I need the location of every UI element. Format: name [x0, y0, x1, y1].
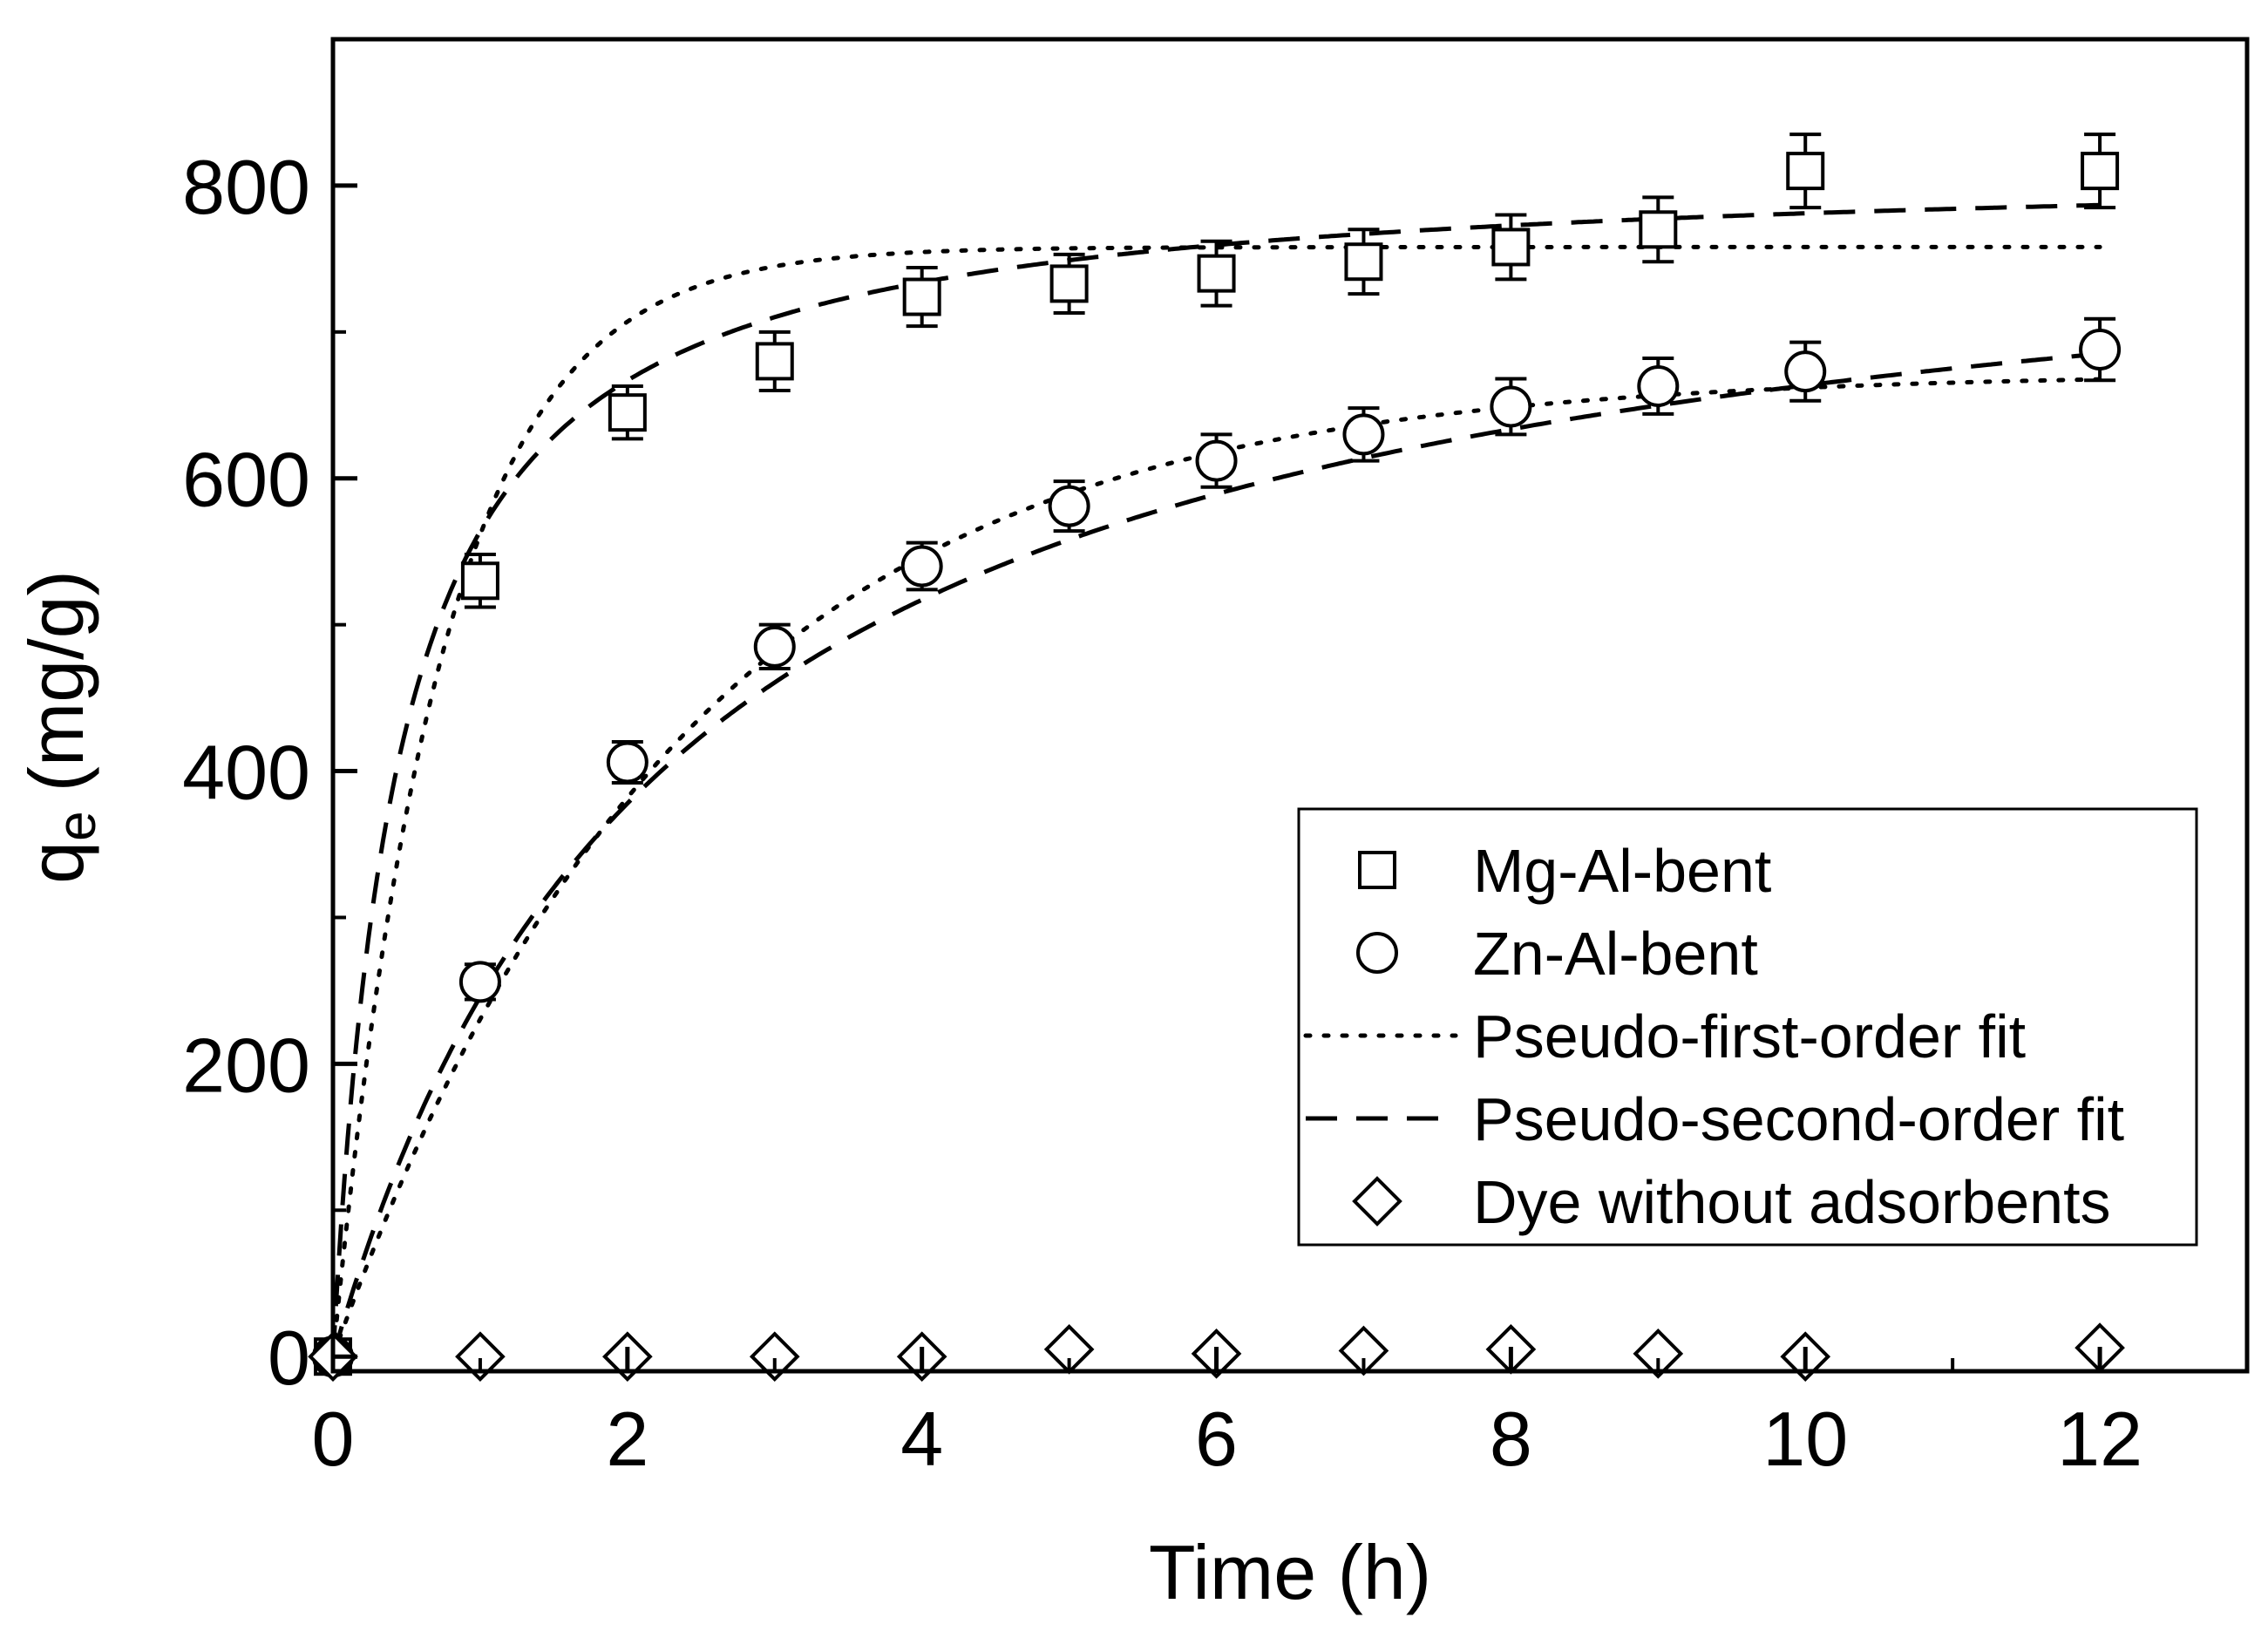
mg-al-bent-point [1049, 264, 1089, 303]
zn-al-bent-point [1784, 350, 1827, 393]
pseudo-second-order-fit-zn-al-bent [330, 351, 2101, 1357]
mg-al-bent-point [2081, 152, 2120, 191]
y-tick-label: 800 [182, 144, 310, 230]
legend-label-mg-al-bent: Mg-Al-bent [1473, 837, 1771, 905]
legend-symbol-mg-al-bent [1358, 851, 1396, 889]
plot-frame [330, 37, 2250, 1374]
zn-al-bent-point [1195, 439, 1238, 482]
mg-al-bent-point [1639, 210, 1678, 249]
zn-al-bent-point [900, 545, 943, 588]
y-axis-title-subscript: e [47, 811, 107, 840]
mg-al-bent-point [1491, 228, 1531, 267]
zn-al-bent-point [753, 625, 796, 668]
mg-al-bent-point [1197, 254, 1236, 293]
mg-al-bent-point [460, 561, 499, 601]
legend-symbol-dye-without-adsorbents [1352, 1176, 1402, 1227]
zn-al-bent-point [1490, 385, 1532, 428]
legend-label-dye-without-adsorbents: Dye without adsorbents [1473, 1168, 2111, 1236]
dye-without-adsorbents-point [455, 1331, 506, 1383]
legend-marker-circle [1356, 932, 1398, 974]
x-tick-label: 12 [2057, 1396, 2142, 1482]
legend-label-zn-al-bent: Zn-Al-bent [1473, 920, 1758, 988]
zn-al-bent-point [606, 741, 648, 784]
zn-al-bent-point [1637, 364, 1680, 407]
y-axis-title: qe (mg/g) [13, 570, 107, 884]
legend-marker-square [1358, 851, 1396, 889]
zn-al-bent-point [1342, 413, 1385, 456]
y-tick-label: 200 [182, 1022, 310, 1108]
zn-al-bent-point [1048, 485, 1090, 527]
mg-al-bent-point [902, 277, 941, 316]
legend-box [1297, 807, 2198, 1247]
x-tick-label: 2 [606, 1396, 648, 1482]
y-axis-title-main: q [13, 841, 99, 884]
x-tick-label: 0 [312, 1396, 355, 1482]
zn-al-bent-point [458, 961, 501, 1003]
x-tick-label: 6 [1195, 1396, 1238, 1482]
x-tick-label: 10 [1762, 1396, 1848, 1482]
data-markers-layer [308, 133, 2125, 1383]
legend-label-pseudo-first-order: Pseudo-first-order fit [1473, 1002, 2026, 1070]
legend-marker-diamond [1352, 1176, 1402, 1227]
legend-symbol-zn-al-bent [1356, 932, 1398, 974]
mg-al-bent-point [1786, 152, 1825, 191]
legend-label-pseudo-second-order: Pseudo-second-order fit [1473, 1085, 2124, 1153]
mg-al-bent-point [1344, 242, 1383, 282]
ticks-layer: 0 2 4 6 8 10 12 0 200 400 600 800 [182, 144, 2142, 1482]
mg-al-bent-point [608, 393, 647, 432]
mg-al-bent-point [755, 342, 794, 381]
y-axis-title-unit: (mg/g) [13, 570, 99, 792]
x-axis-title: Time (h) [1149, 1529, 1431, 1615]
y-tick-label: 400 [182, 730, 310, 816]
y-tick-label: 0 [268, 1315, 310, 1401]
y-tick-label: 600 [182, 437, 310, 523]
dye-without-adsorbents-point [749, 1331, 800, 1383]
legend: Mg-Al-bent Zn-Al-bent Pseudo-first-order… [1297, 807, 2198, 1247]
zn-al-bent-point [2079, 328, 2122, 370]
dye-without-adsorbents-point [1633, 1329, 1684, 1379]
axes-layer [330, 37, 2250, 1374]
x-tick-label: 8 [1490, 1396, 1532, 1482]
x-tick-label: 4 [900, 1396, 943, 1482]
